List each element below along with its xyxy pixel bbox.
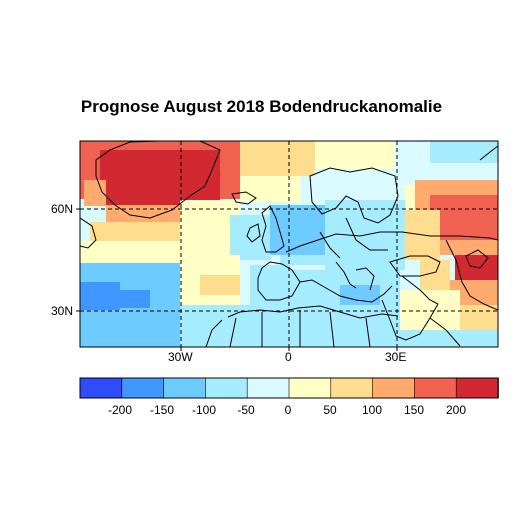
colorbar-tick-label: -200 [107,403,133,417]
colorbar-tick-label: 150 [403,403,425,417]
colorbar-frame [79,377,499,399]
colorbar-segment [372,377,416,399]
graticule [80,141,498,347]
colorbar-tick-label: -50 [237,403,255,417]
colorbar-tick-label: -150 [149,403,175,417]
colorbar-tick-label: 0 [284,403,292,417]
map-title: Prognose August 2018 Bodendruckanomalie [80,97,443,116]
lon-label-30e: 30E [385,350,407,364]
axis-ticks [76,208,398,351]
colorbar-segment [205,377,248,399]
colorbar-segment [79,377,123,399]
colorbar-segment [414,377,457,399]
colorbar [79,377,499,399]
lon-label-0: 0 [285,350,292,364]
colorbar-tick-label: 50 [323,403,337,417]
lon-label-30w: 30W [168,350,193,364]
colorbar-tick-label: 200 [445,403,467,417]
colorbar-tick-label: -100 [191,403,217,417]
colorbar-segment [163,377,207,399]
lat-label-60n: 60N [51,202,74,216]
colorbar-segment [455,377,499,399]
colorbar-segment [330,377,374,399]
colorbar-segment [121,377,165,399]
lat-label-30n: 30N [51,304,74,318]
colorbar-segment [246,377,290,399]
colorbar-segment [288,377,332,399]
colorbar-tick-label: 100 [361,403,383,417]
